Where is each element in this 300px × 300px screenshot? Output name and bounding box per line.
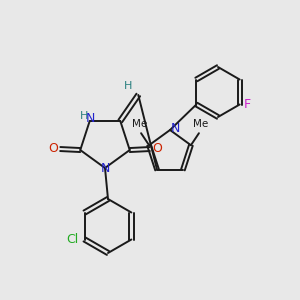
Text: N: N [86, 112, 95, 125]
Text: H: H [124, 81, 133, 91]
Text: O: O [152, 142, 162, 154]
Text: H: H [80, 111, 88, 121]
Text: Me: Me [133, 119, 148, 129]
Text: Me: Me [193, 119, 208, 129]
Text: O: O [48, 142, 58, 154]
Text: F: F [244, 98, 251, 111]
Text: Cl: Cl [67, 233, 79, 246]
Text: N: N [100, 163, 110, 176]
Text: N: N [170, 122, 180, 134]
